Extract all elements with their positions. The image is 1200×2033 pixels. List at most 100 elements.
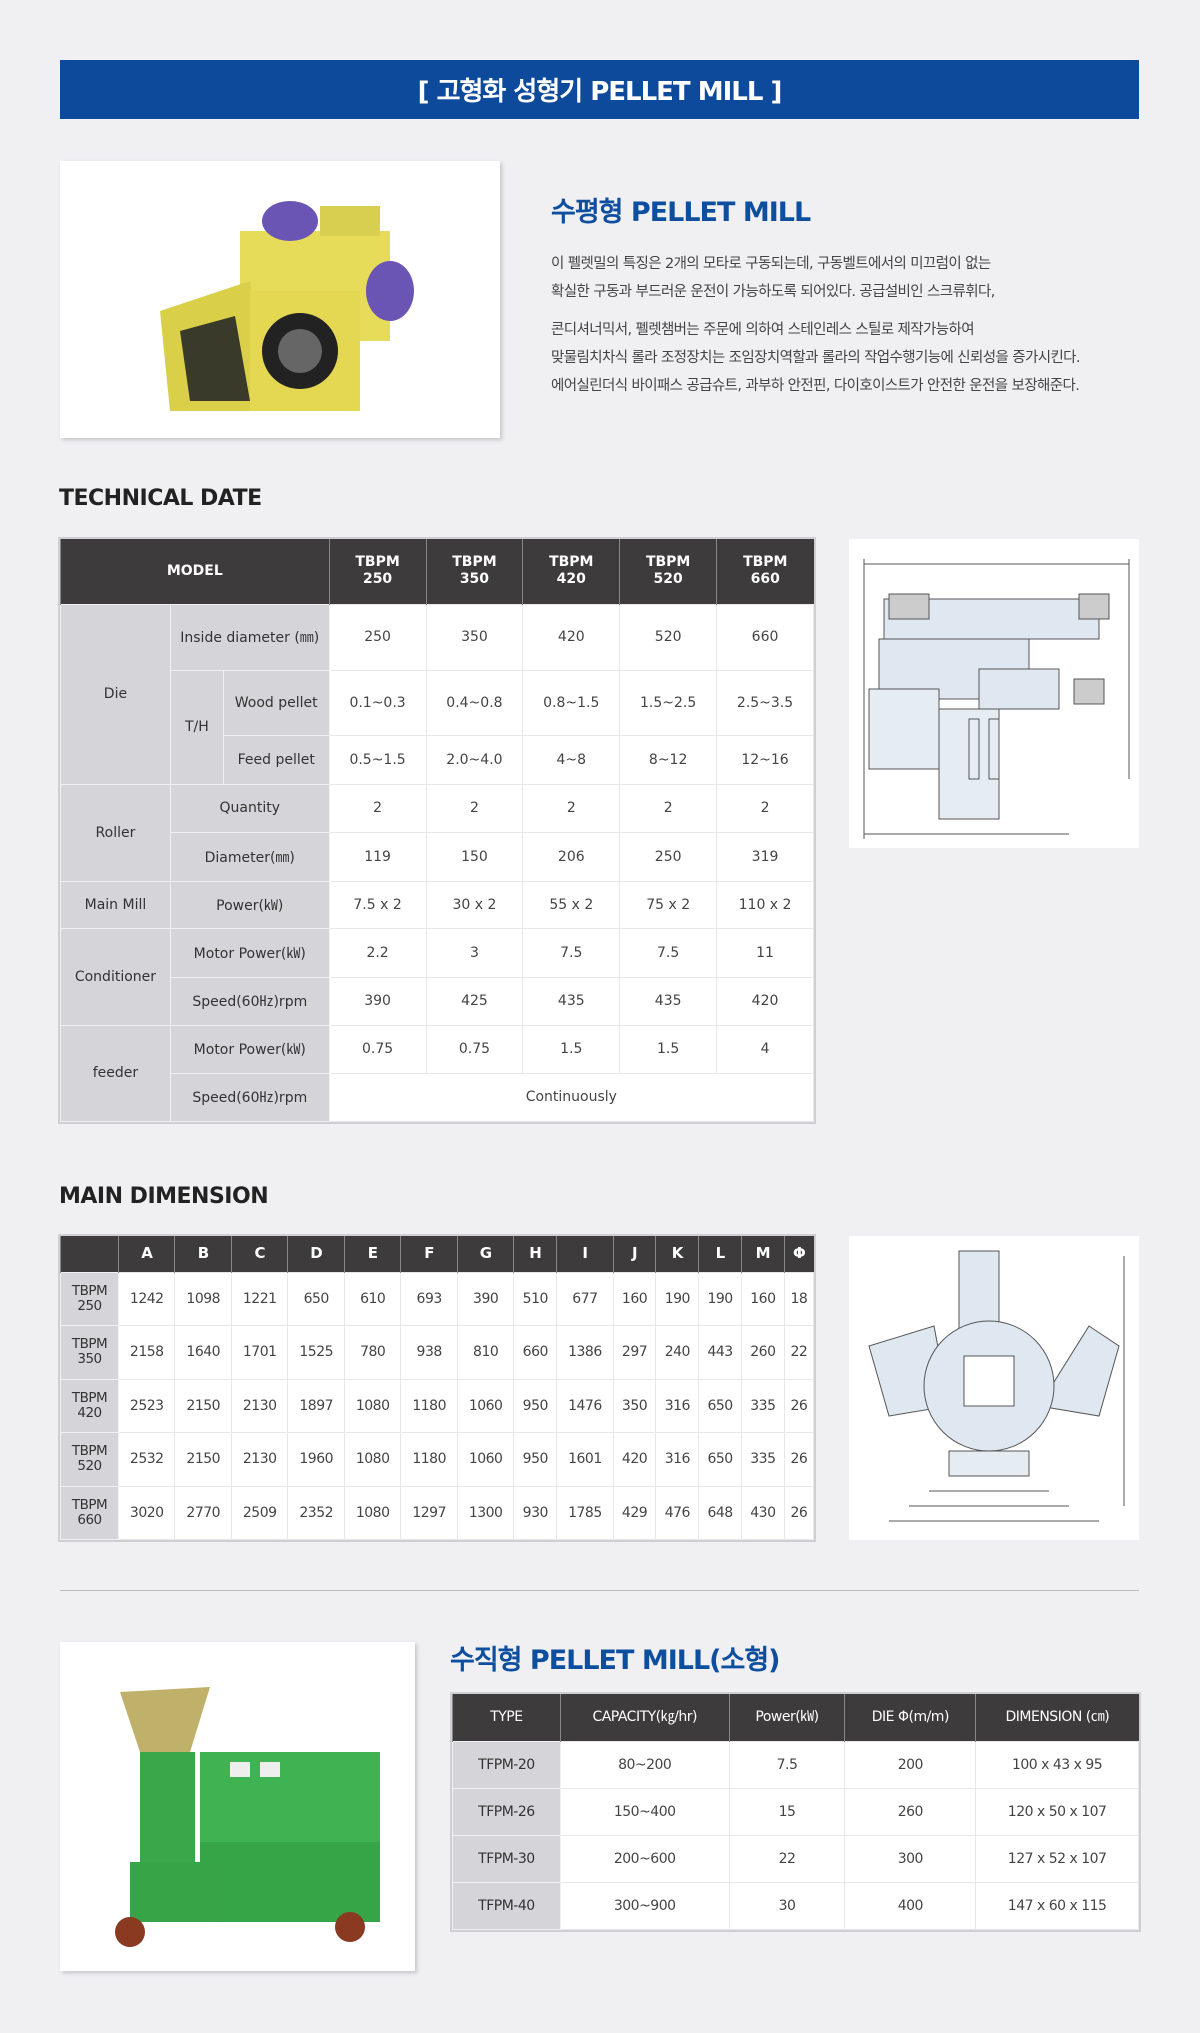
value-cell: 660 xyxy=(716,603,814,671)
dimension-column-header: M xyxy=(741,1236,785,1273)
value-cell: 4 xyxy=(716,1024,814,1074)
row-model-label: TBPM 420 xyxy=(60,1378,119,1434)
spec-column-header: TYPE xyxy=(452,1694,561,1741)
value-cell: 240 xyxy=(655,1325,700,1380)
value-cell: 30 xyxy=(728,1881,846,1930)
horizontal-description-2: 콘디셔너믹서, 펠렛챔버는 주문에 의하여 스테인레스 스틸로 제작가능하여 맞… xyxy=(551,316,1081,400)
value-cell: 1601 xyxy=(556,1432,614,1487)
horizontal-section-title: 수평형 PELLET MILL xyxy=(551,197,811,228)
spec-column-header: DIE Φ(m/m) xyxy=(844,1694,976,1741)
corner-header xyxy=(60,1236,119,1273)
value-cell: 190 xyxy=(655,1271,700,1327)
value-cell: 30 x 2 xyxy=(425,880,524,929)
banner-title: [ 고형화 성형기 PELLET MILL ] xyxy=(417,77,783,107)
table-header-row: TYPE CAPACITY(㎏/hr) Power(㎾) DIE Φ(m/m) DIME… xyxy=(452,1694,1139,1741)
value-cell: 780 xyxy=(343,1325,402,1380)
row-model-label: TBPM 250 xyxy=(60,1271,119,1327)
value-cell: 430 xyxy=(741,1485,785,1541)
value-cell: 300~900 xyxy=(559,1881,730,1930)
value-cell: 420 xyxy=(716,976,814,1026)
value-cell: 7.5 xyxy=(619,927,718,978)
table-row: Speed(60㎐)rpm Continuously xyxy=(61,1072,815,1122)
dimension-column-header: I xyxy=(556,1236,614,1273)
value-cell: 190 xyxy=(698,1271,742,1327)
horizontal-description-1: 이 펠렛밀의 특징은 2개의 모타로 구동되는데, 구동벨트에서의 미끄럼이 없… xyxy=(551,250,995,306)
value-cell: 160 xyxy=(612,1271,657,1327)
value-cell: 429 xyxy=(612,1485,657,1541)
value-cell: 1897 xyxy=(287,1378,345,1434)
table-row: TBPM 250 1242 1098 1221 650 610 693 390 510 677 160… xyxy=(60,1271,815,1327)
value-cell: 12~16 xyxy=(716,734,814,785)
row-model-label: TBPM 350 xyxy=(60,1325,119,1380)
value-cell: 1080 xyxy=(343,1485,402,1541)
row-type-label: TFPM-20 xyxy=(452,1740,561,1789)
value-cell: 425 xyxy=(425,976,524,1026)
dimension-column-header: E xyxy=(343,1236,401,1273)
value-cell: 1060 xyxy=(456,1378,515,1434)
dimension-column-header: L xyxy=(698,1236,742,1273)
value-cell: 15 xyxy=(728,1787,846,1836)
value-cell: 1080 xyxy=(343,1432,402,1487)
value-cell: 250 xyxy=(619,831,718,882)
value-cell: 0.5~1.5 xyxy=(328,734,427,785)
text-line: 이 펠렛밀의 특징은 2개의 모타로 구동되는데, 구동벨트에서의 미끄럼이 없… xyxy=(551,256,991,272)
value-cell: 2509 xyxy=(230,1485,289,1541)
dimension-column-header: C xyxy=(230,1236,288,1273)
row-label: Speed(60㎐)rpm xyxy=(169,1072,330,1122)
horizontal-pellet-mill-photo xyxy=(60,161,500,438)
vertical-spec-table: TYPE CAPACITY(㎏/hr) Power(㎾) DIE Φ(m/m) DIME… xyxy=(452,1694,1139,1930)
row-group-roller: Roller xyxy=(60,783,171,882)
text-line: 맞물림치차식 롤라 조정장치는 조임장치역할과 롤라의 작업수행기능에 신뢰성을… xyxy=(551,350,1081,366)
value-cell: 250 xyxy=(328,603,427,671)
technical-heading: TECHNICAL DATE xyxy=(59,486,262,511)
value-cell: 1098 xyxy=(174,1271,232,1327)
value-cell: 319 xyxy=(716,831,814,882)
row-label: Diameter(㎜) xyxy=(169,831,330,882)
value-cell: 2130 xyxy=(230,1378,289,1434)
row-type-label: TFPM-30 xyxy=(452,1834,561,1883)
model-column-header: TBPM 250 xyxy=(328,539,426,604)
value-cell: 0.75 xyxy=(425,1024,524,1074)
table-row: TFPM-30 200~600 22 300 127 x 52 x 107 xyxy=(452,1834,1139,1883)
value-cell: 660 xyxy=(513,1325,558,1380)
value-cell: 0.4~0.8 xyxy=(425,669,524,736)
value-cell: 2150 xyxy=(174,1432,232,1487)
value-cell: 260 xyxy=(844,1787,977,1836)
row-label: Speed(60㎐)rpm xyxy=(169,976,330,1026)
table-row: Feed pellet 0.5~1.5 2.0~4.0 4~8 8~12 12~16 xyxy=(61,734,814,785)
value-cell: 75 x 2 xyxy=(619,880,718,929)
table-header-row: MODEL TBPM 250 TBPM 350 TBPM 420 TBPM 520 TBPM 66… xyxy=(60,539,814,604)
table-row: Conditioner Motor Power(㎾) 2.2 3 7.5 7.5 11 xyxy=(60,927,814,1026)
value-cell: 1080 xyxy=(343,1378,402,1434)
value-cell: 7.5 xyxy=(728,1740,846,1789)
dimension-column-header: J xyxy=(612,1236,656,1273)
value-cell: 810 xyxy=(456,1325,515,1380)
value-cell: 119 xyxy=(328,831,427,882)
value-cell: 2.2 xyxy=(328,927,427,978)
value-cell: 520 xyxy=(619,603,718,671)
value-cell: 2352 xyxy=(287,1485,345,1541)
dimension-column-header: D xyxy=(287,1236,345,1273)
value-cell: 693 xyxy=(400,1271,458,1327)
table-row: TFPM-26 150~400 15 260 120 x 50 x 107 xyxy=(452,1787,1139,1836)
value-cell: 22 xyxy=(783,1325,815,1380)
value-cell: 1300 xyxy=(456,1485,515,1541)
value-cell: 2 xyxy=(425,783,524,833)
value-cell: 2523 xyxy=(117,1378,176,1434)
value-cell: 510 xyxy=(513,1271,558,1327)
row-group-die: Die xyxy=(60,603,171,785)
spec-column-header: CAPACITY(㎏/hr) xyxy=(559,1694,730,1741)
value-cell: 316 xyxy=(655,1378,700,1434)
value-cell: 150 xyxy=(425,831,524,882)
value-cell: 650 xyxy=(698,1378,742,1434)
value-cell: 2150 xyxy=(174,1378,232,1434)
table-row: TFPM-20 80~200 7.5 200 100 x 43 x 95 xyxy=(452,1740,1139,1789)
value-cell: 2130 xyxy=(230,1432,289,1487)
side-view-drawing xyxy=(849,539,1139,848)
dimension-column-header: G xyxy=(456,1236,514,1273)
value-cell: 390 xyxy=(456,1271,515,1327)
value-cell: 100 x 43 x 95 xyxy=(975,1740,1139,1789)
dimension-column-header: A xyxy=(117,1236,175,1273)
value-cell: 390 xyxy=(328,976,427,1026)
